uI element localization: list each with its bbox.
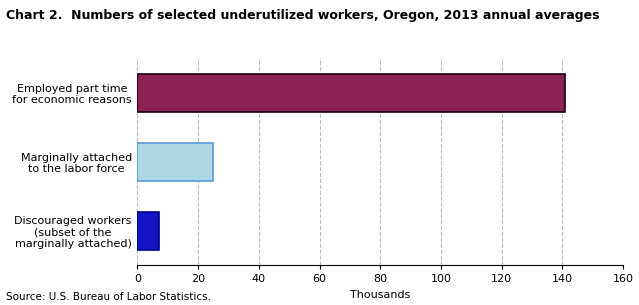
- Text: Chart 2.  Numbers of selected underutilized workers, Oregon, 2013 annual average: Chart 2. Numbers of selected underutiliz…: [6, 9, 600, 22]
- X-axis label: Thousands: Thousands: [350, 290, 410, 300]
- Bar: [137, 74, 566, 112]
- Bar: [137, 143, 213, 181]
- Bar: [137, 212, 158, 250]
- Text: Source: U.S. Bureau of Labor Statistics.: Source: U.S. Bureau of Labor Statistics.: [6, 292, 212, 302]
